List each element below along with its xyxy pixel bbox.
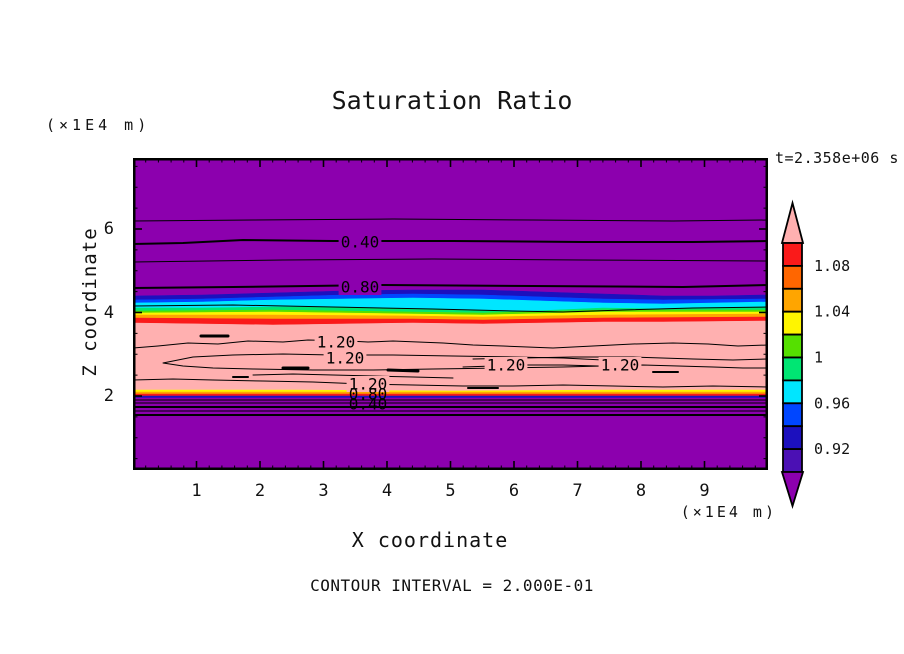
x-tick-label: 6: [508, 481, 520, 501]
contour-label-bg: [484, 357, 528, 373]
colorbar-arrow-above: [780, 199, 805, 244]
contour-interval-note: CONTOUR INTERVAL = 2.000E-01: [310, 576, 594, 595]
contour-label-bg: [598, 357, 642, 373]
z-tick-label: 2: [103, 386, 114, 406]
colorbar-cell-blue: [782, 402, 803, 428]
contour-label: 0.80: [341, 278, 380, 297]
x-axis-title: X coordinate: [351, 528, 509, 552]
contour-line: [133, 258, 768, 263]
x-tick-label: 8: [635, 481, 647, 501]
contour-line: [133, 339, 768, 349]
contour-label-bg: [323, 350, 367, 366]
colorbar-arrow-below: [780, 471, 805, 510]
plot-border: [133, 158, 768, 470]
contour-label: 1.20: [317, 333, 356, 352]
colorbar-label: 0.92: [814, 440, 850, 458]
contour-label-bg: [338, 279, 382, 295]
contour-label-bg: [346, 376, 390, 392]
colorbar-cell-orangered: [782, 265, 803, 290]
x-tick-label: 2: [254, 481, 266, 501]
band-purple-0: [133, 158, 768, 297]
contour-line: [252, 373, 454, 379]
contour-line: [133, 304, 768, 313]
x-tick-label: 4: [381, 481, 393, 501]
x-tick-label: 5: [445, 481, 456, 501]
band-red-12: [133, 393, 768, 397]
contour-label: 1.20: [601, 356, 640, 375]
contour-label: 1.20: [487, 356, 526, 375]
colorbar-cell-indigo: [782, 448, 803, 473]
x-tick-label: 3: [318, 481, 329, 501]
time-annotation: t=2.358e+06 s: [775, 149, 899, 167]
x-tick-label: 1: [191, 481, 202, 501]
contour-line: [133, 378, 768, 388]
colorbar-label: 0.96: [814, 394, 850, 412]
colorbar-cell-chartreuse: [782, 333, 803, 359]
band-navy-13: [133, 395, 768, 399]
colorbar-label: 1.08: [814, 257, 850, 275]
colorbar-cell-orange: [782, 287, 803, 313]
colorbar-cell-red: [782, 242, 803, 267]
contour-plot-canvas: 0.400.801.201.20 1.20 1.201.200.800.40: [133, 158, 768, 470]
contour-line: [133, 284, 768, 289]
contour-line: [133, 239, 768, 245]
plot-title: Saturation Ratio: [331, 86, 573, 115]
colorbar-cell-yellow: [782, 310, 803, 336]
colorbar: 1.08 1.04 1 0.96 0.92: [780, 199, 850, 510]
colorbar-label: 1: [814, 349, 823, 367]
band-orange-11: [133, 391, 768, 395]
z-axis-unit-label: (×1E4 m): [46, 116, 151, 134]
z-tick-label: 4: [103, 302, 114, 323]
contour-label: 0.40: [349, 395, 388, 414]
x-tick-label: 9: [699, 481, 710, 501]
contour-line: [133, 218, 768, 222]
z-tick-label: 6: [103, 219, 114, 239]
band-purple-14: [133, 397, 768, 470]
contour-label-bg: [314, 334, 358, 350]
contour-label: 1.20: [326, 349, 365, 368]
contour-label: 1.20: [349, 375, 388, 394]
x-axis-unit-label: (×1E4 m): [680, 503, 777, 521]
colorbar-label: 1.04: [814, 303, 850, 321]
colorbar-cell-navy: [782, 425, 803, 450]
contour-label: 0.80: [349, 385, 388, 404]
x-tick-label: 7: [572, 481, 583, 501]
contour-label-bg: [338, 234, 382, 250]
colorbar-cell-springgreen: [782, 356, 803, 382]
colorbar-cell-cyan: [782, 379, 803, 405]
contour-line: [386, 368, 420, 373]
contour-label: 0.40: [341, 233, 380, 252]
